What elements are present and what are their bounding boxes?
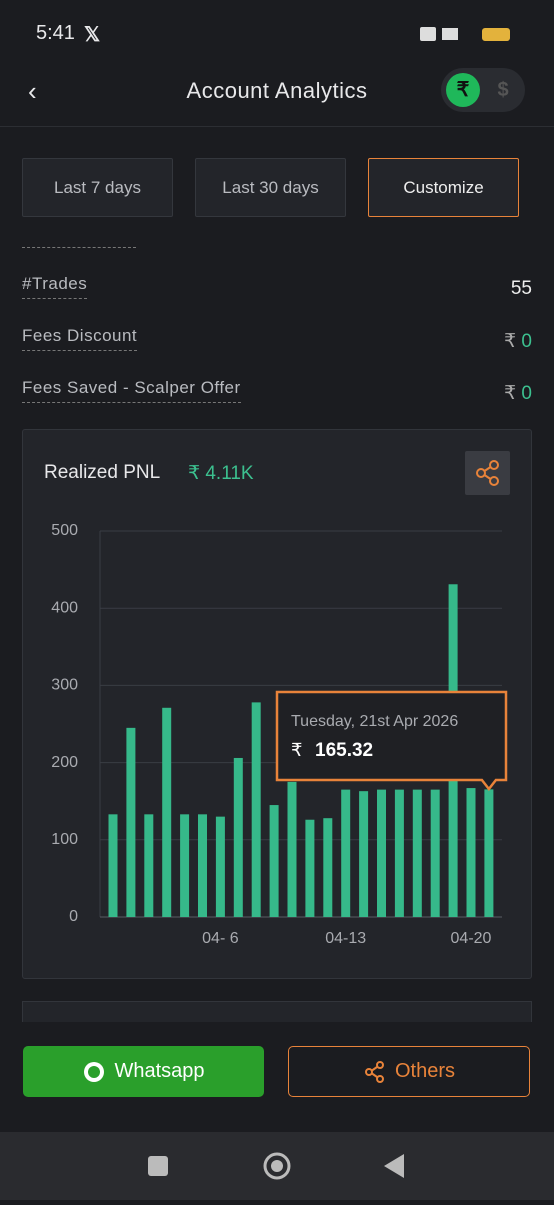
bar	[394, 789, 404, 917]
signal	[442, 28, 458, 40]
stat-label: Fees Discount	[22, 326, 138, 351]
divider	[0, 126, 554, 127]
bar	[233, 757, 243, 917]
next-card	[22, 1001, 532, 1025]
bar	[323, 818, 333, 917]
stat-value: 55	[510, 278, 532, 299]
bar	[466, 788, 476, 917]
y-tick-label: 400	[51, 599, 78, 616]
nav-icons	[148, 1152, 404, 1180]
battery	[482, 28, 510, 41]
tab[interactable]: Last 30 days	[195, 158, 346, 217]
toggle-inr[interactable]: ₹	[446, 73, 480, 107]
status-icons	[420, 26, 514, 42]
currency-toggle[interactable]: ₹ $	[441, 68, 525, 112]
nav-home[interactable]	[263, 1152, 291, 1180]
bar	[359, 791, 369, 917]
toggle-usd[interactable]: $	[497, 79, 509, 101]
chart: 0 100 200 300 400 500 04- 6 04-13 04-20 Tuesday, …	[51, 522, 508, 947]
x-icon: 𝕏	[84, 24, 101, 46]
status-time: 5:41	[36, 22, 75, 44]
tab-selected[interactable]: Customize	[368, 158, 519, 217]
nav-bar	[0, 1132, 554, 1200]
y-tick-label: 100	[51, 831, 78, 848]
stat-value: 0	[521, 331, 532, 352]
button-label: Others	[394, 1060, 456, 1082]
stat-label: Fees Saved - Scalper Offer	[22, 378, 241, 403]
dashed-line	[22, 247, 136, 248]
bar	[180, 814, 190, 917]
bar	[144, 814, 154, 917]
chart-total: ₹ 4.11K	[188, 463, 254, 484]
tab[interactable]: Last 7 days	[22, 158, 173, 217]
x-tick-label: 04- 6	[202, 930, 239, 947]
button-label: Whatsapp	[114, 1060, 205, 1082]
others-button[interactable]: Others	[288, 1046, 530, 1097]
tooltip-box	[275, 690, 508, 792]
bar	[126, 727, 136, 917]
x-tick-label: 04-20	[451, 930, 492, 947]
stat-label: #Trades	[22, 274, 88, 299]
bar	[305, 819, 315, 917]
stat-currency: ₹	[504, 383, 517, 404]
bar	[341, 789, 351, 917]
bar	[377, 789, 386, 917]
tooltip-value: 165.32	[315, 740, 373, 761]
tooltip-currency: ₹	[291, 740, 302, 760]
bar	[215, 816, 225, 917]
bar	[484, 789, 494, 917]
y-tick-label: 500	[51, 522, 78, 539]
nav-back[interactable]	[384, 1154, 404, 1178]
bar	[287, 781, 297, 917]
y-tick-label: 200	[51, 754, 78, 771]
back-button[interactable]: ‹	[28, 76, 37, 106]
chart-title: Realized PNL	[44, 462, 161, 483]
stat-currency: ₹	[504, 331, 517, 352]
status-svg	[420, 27, 510, 41]
nav-home-dot	[271, 1160, 283, 1172]
bar	[269, 805, 279, 917]
y-tick-label: 0	[69, 908, 78, 925]
whatsapp-icon	[84, 1061, 105, 1082]
bar	[162, 707, 172, 917]
bar	[430, 789, 440, 917]
tooltip-date: Tuesday, 21st Apr 2026	[291, 713, 458, 730]
share-icon	[476, 460, 499, 486]
bar	[108, 814, 118, 917]
nav-recent[interactable]	[148, 1156, 168, 1176]
bar	[198, 814, 207, 917]
stat-value: 0	[521, 383, 532, 404]
bar	[251, 702, 261, 917]
share-icon	[364, 1060, 384, 1083]
share-button[interactable]	[465, 451, 510, 495]
whatsapp-button[interactable]: Whatsapp	[23, 1046, 264, 1097]
y-tick-label: 300	[51, 677, 78, 694]
header-title: Account Analytics	[186, 78, 368, 103]
bar	[412, 789, 422, 917]
volte	[420, 27, 436, 41]
x-tick-label: 04-13	[325, 930, 366, 947]
